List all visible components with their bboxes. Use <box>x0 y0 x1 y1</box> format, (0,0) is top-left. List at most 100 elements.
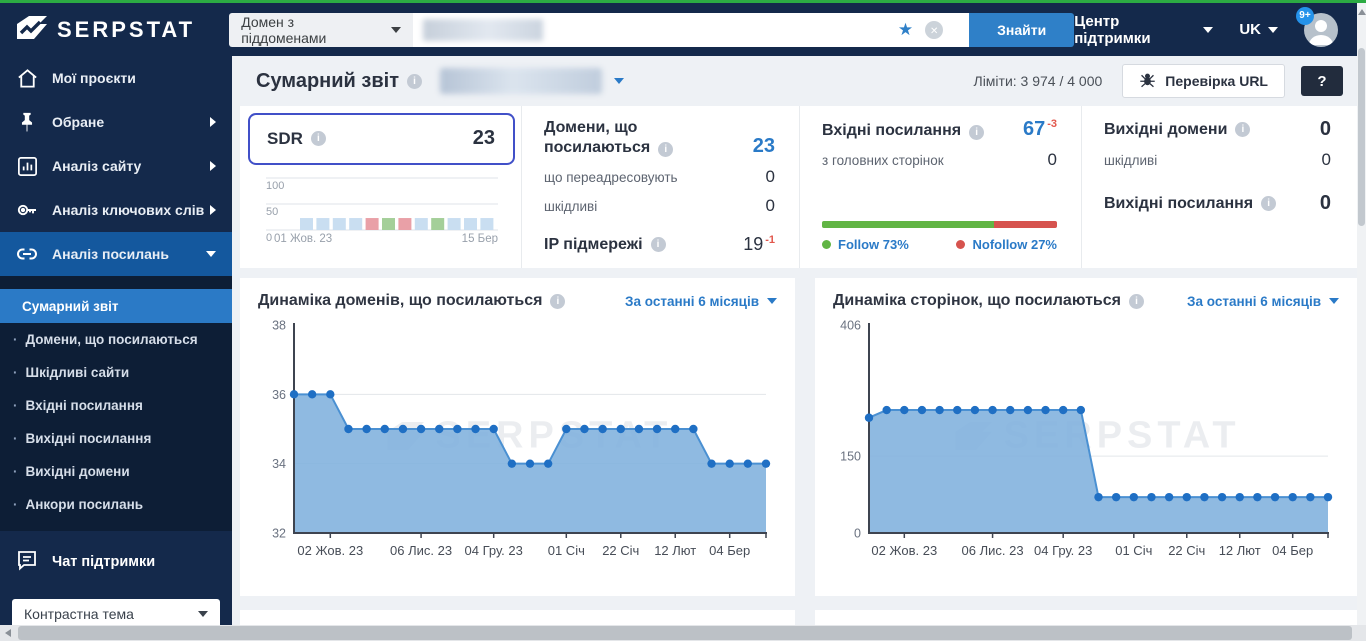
info-icon[interactable] <box>407 74 422 89</box>
sdr-bar[interactable] <box>316 218 329 230</box>
data-point[interactable] <box>1324 493 1332 501</box>
vertical-scroll-thumb[interactable] <box>1358 48 1365 226</box>
data-point[interactable] <box>1253 493 1261 501</box>
sidebar-item-1[interactable]: Обране <box>0 100 232 144</box>
sdr-bar[interactable] <box>398 218 411 230</box>
info-icon[interactable] <box>1235 122 1250 137</box>
search-button[interactable]: Знайти <box>969 13 1074 47</box>
submenu-item-1[interactable]: ·Домени, що посилаються <box>0 323 232 356</box>
submenu-item-5[interactable]: ·Вихідні домени <box>0 455 232 488</box>
favorite-star-icon[interactable] <box>898 20 913 40</box>
referring-domains-value[interactable]: 23 <box>753 135 775 158</box>
support-center-menu[interactable]: Центр підтримки <box>1074 13 1213 47</box>
sdr-history-chart[interactable]: 10050001 Жов. 2315 Бер <box>266 166 497 249</box>
data-point[interactable] <box>1059 406 1067 414</box>
serpstat-logo[interactable]: SERPSTAT <box>0 14 229 46</box>
help-button[interactable]: ? <box>1301 66 1343 96</box>
data-point[interactable] <box>725 459 733 467</box>
data-point[interactable] <box>762 459 770 467</box>
scroll-left-arrow[interactable] <box>5 629 11 637</box>
theme-select[interactable]: Контрастна тема <box>12 599 220 625</box>
data-point[interactable] <box>865 414 873 422</box>
data-point[interactable] <box>489 425 497 433</box>
data-point[interactable] <box>1236 493 1244 501</box>
data-point[interactable] <box>580 425 588 433</box>
data-point[interactable] <box>326 390 334 398</box>
blurred-domain-selector[interactable] <box>440 68 602 94</box>
language-menu[interactable]: UK <box>1239 21 1278 38</box>
data-point[interactable] <box>344 425 352 433</box>
info-icon[interactable] <box>658 142 673 157</box>
data-point[interactable] <box>635 425 643 433</box>
sidebar-item-4[interactable]: Аналіз посилань <box>0 232 232 276</box>
check-url-button[interactable]: Перевірка URL <box>1122 64 1285 98</box>
sdr-bar[interactable] <box>300 218 313 230</box>
data-point[interactable] <box>1024 406 1032 414</box>
data-point[interactable] <box>988 406 996 414</box>
data-point[interactable] <box>935 406 943 414</box>
submenu-item-0[interactable]: Сумарний звіт <box>0 289 232 323</box>
submenu-item-3[interactable]: ·Вхідні посилання <box>0 389 232 422</box>
data-point[interactable] <box>971 406 979 414</box>
data-point[interactable] <box>900 406 908 414</box>
scroll-up-arrow[interactable] <box>1358 9 1366 15</box>
data-point[interactable] <box>1288 493 1296 501</box>
sidebar-item-3[interactable]: Аналіз ключових слів <box>0 188 232 232</box>
data-point[interactable] <box>362 425 370 433</box>
sdr-bar[interactable] <box>448 218 461 230</box>
data-point[interactable] <box>744 459 752 467</box>
info-icon[interactable] <box>311 131 326 146</box>
referring-pages-chart[interactable]: 015040602 Жов. 2306 Лис. 2304 Гру. 2301 … <box>833 318 1339 570</box>
data-point[interactable] <box>399 425 407 433</box>
data-point[interactable] <box>562 425 570 433</box>
data-point[interactable] <box>598 425 606 433</box>
data-point[interactable] <box>882 406 890 414</box>
info-icon[interactable] <box>651 237 666 252</box>
data-point[interactable] <box>1218 493 1226 501</box>
sdr-bar[interactable] <box>431 218 444 230</box>
sdr-bar[interactable] <box>349 218 362 230</box>
data-point[interactable] <box>435 425 443 433</box>
data-point[interactable] <box>1112 493 1120 501</box>
data-point[interactable] <box>290 390 298 398</box>
data-point[interactable] <box>1130 493 1138 501</box>
support-chat-button[interactable]: Чат підтримки <box>0 541 232 583</box>
data-point[interactable] <box>308 390 316 398</box>
chevron-down-icon[interactable] <box>614 78 624 84</box>
data-point[interactable] <box>953 406 961 414</box>
vertical-scrollbar[interactable] <box>1357 3 1366 625</box>
sdr-bar[interactable] <box>333 218 346 230</box>
nofollow-legend-link[interactable]: Nofollow 27% <box>956 237 1057 252</box>
referring-domains-chart[interactable]: 3234363802 Жов. 2306 Лис. 2304 Гру. 2301… <box>258 318 777 570</box>
data-point[interactable] <box>526 459 534 467</box>
data-point[interactable] <box>1094 493 1102 501</box>
sidebar-item-0[interactable]: Мої проєкти <box>0 56 232 100</box>
search-input[interactable] <box>413 13 969 47</box>
clear-search-icon[interactable] <box>925 21 943 39</box>
horizontal-scroll-thumb[interactable] <box>18 626 1352 640</box>
info-icon[interactable] <box>1261 196 1276 211</box>
horizontal-scrollbar[interactable] <box>0 625 1366 641</box>
sdr-bar[interactable] <box>415 218 428 230</box>
sdr-bar[interactable] <box>480 218 493 230</box>
sdr-bar[interactable] <box>366 218 379 230</box>
sidebar-item-2[interactable]: Аналіз сайту <box>0 144 232 188</box>
info-icon[interactable] <box>969 125 984 140</box>
sdr-card[interactable]: SDR 23 10050001 Жов. 2315 Бер <box>240 106 522 268</box>
period-dropdown[interactable]: За останні 6 місяців <box>625 294 777 309</box>
backlinks-value[interactable]: 67-3 <box>1023 118 1057 141</box>
data-point[interactable] <box>1006 406 1014 414</box>
sdr-bar[interactable] <box>382 218 395 230</box>
data-point[interactable] <box>1165 493 1173 501</box>
info-icon[interactable] <box>1129 294 1144 309</box>
data-point[interactable] <box>918 406 926 414</box>
data-point[interactable] <box>617 425 625 433</box>
submenu-item-2[interactable]: ·Шкідливі сайти <box>0 356 232 389</box>
user-menu[interactable]: 9+ <box>1304 13 1338 47</box>
data-point[interactable] <box>1271 493 1279 501</box>
data-point[interactable] <box>1147 493 1155 501</box>
sdr-bar[interactable] <box>464 218 477 230</box>
submenu-item-6[interactable]: ·Анкори посилань <box>0 488 232 521</box>
data-point[interactable] <box>381 425 389 433</box>
follow-legend-link[interactable]: Follow 73% <box>822 237 909 252</box>
